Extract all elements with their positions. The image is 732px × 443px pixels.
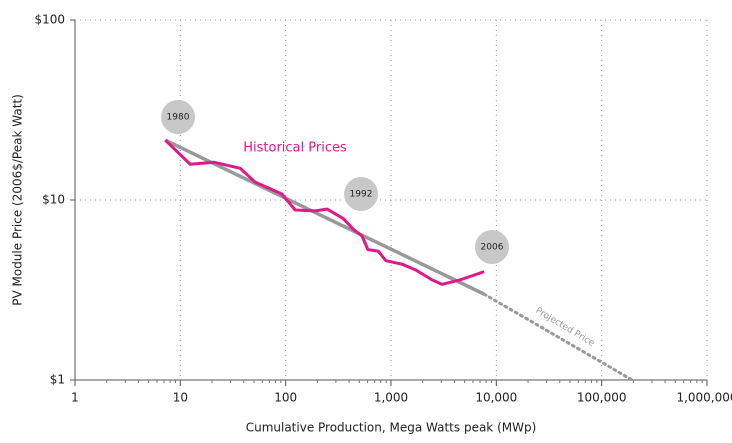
- series-line: [164, 139, 485, 286]
- year-bubble: [161, 100, 195, 134]
- x-tick-label: 1,000,000: [676, 391, 732, 405]
- x-tick-label: 1,000: [374, 391, 408, 405]
- x-tick-label: 10: [173, 391, 188, 405]
- year-bubble: [475, 230, 509, 264]
- year-label: 1980: [167, 113, 190, 123]
- x-tick-label: 100: [274, 391, 297, 405]
- y-axis-label: PV Module Price (2006$/Peak Watt): [11, 94, 25, 306]
- year-bubble: [344, 177, 378, 211]
- x-axis-label: Cumulative Production, Mega Watts peak (…: [246, 421, 537, 435]
- series-line: [164, 138, 485, 296]
- x-tick-label: 1: [71, 391, 79, 405]
- series-line: [482, 292, 634, 382]
- y-tick-label: $100: [34, 13, 65, 27]
- y-tick-label: $10: [42, 193, 65, 207]
- x-tick-label: 100,000: [577, 391, 627, 405]
- y-tick-label: $1: [50, 373, 65, 387]
- year-label: 2006: [481, 243, 504, 253]
- year-label: 1992: [350, 190, 373, 200]
- x-tick-label: 10,000: [475, 391, 517, 405]
- series-label: Historical Prices: [243, 141, 347, 156]
